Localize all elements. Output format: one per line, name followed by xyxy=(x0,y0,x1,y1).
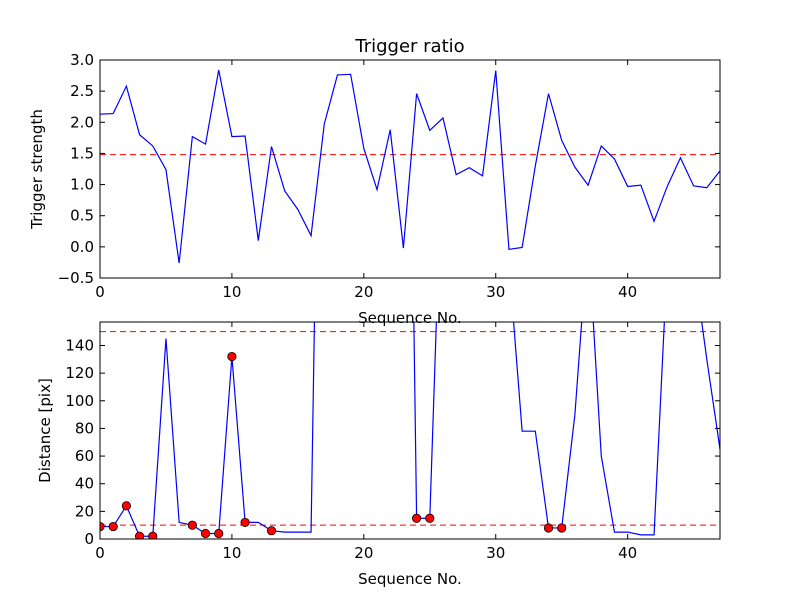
x-tick-label: 40 xyxy=(618,544,637,562)
data-point-marker xyxy=(240,517,250,528)
trigger-ratio-plot: Trigger ratio 0 10 20 30 40 −0.5 0.0 0.5 1.0 1.5 2… xyxy=(28,36,721,327)
x-tick-label: 40 xyxy=(618,283,637,301)
x-tick-label: 0 xyxy=(95,544,105,562)
y-tick-label: 0.5 xyxy=(70,207,94,225)
data-point-marker xyxy=(200,528,211,539)
distance-y-axis-label: Distance [pix] xyxy=(36,378,54,483)
x-tick-label: 0 xyxy=(95,283,105,301)
y-tick-label: 1.5 xyxy=(70,144,94,162)
data-point-marker xyxy=(557,523,567,533)
trigger-x-axis-label: Sequence No. xyxy=(358,309,462,327)
chart-title: Trigger ratio xyxy=(354,36,464,57)
y-tick-label: 0.0 xyxy=(70,238,94,256)
trigger-plot-frame xyxy=(99,59,721,279)
x-tick-label: 20 xyxy=(354,544,373,562)
y-tick-label: 2.0 xyxy=(70,113,94,131)
x-tick-label: 10 xyxy=(222,544,241,562)
distance-series-layer xyxy=(100,322,720,539)
data-point-marker xyxy=(148,531,158,539)
trigger-series-layer xyxy=(100,69,720,264)
series-line xyxy=(100,322,720,537)
y-tick-label: 2.5 xyxy=(70,82,94,100)
distance-plot-frame xyxy=(99,321,721,540)
distance-x-axis-label: Sequence No. xyxy=(358,570,462,588)
data-point-marker xyxy=(108,521,118,532)
y-tick-label: 140 xyxy=(65,336,94,354)
x-tick-label: 20 xyxy=(354,283,373,301)
data-point-marker xyxy=(227,351,237,362)
y-tick-label: −0.5 xyxy=(58,269,94,287)
series-line xyxy=(100,69,720,264)
y-tick-label: 60 xyxy=(75,447,94,465)
trigger-y-axis-label: Trigger strength xyxy=(28,109,46,230)
data-point-marker xyxy=(411,513,422,523)
data-point-marker xyxy=(266,526,277,536)
y-tick-label: 40 xyxy=(75,475,94,493)
x-tick-label: 30 xyxy=(486,283,505,301)
y-tick-label: 100 xyxy=(65,392,94,410)
y-tick-label: 120 xyxy=(65,364,94,382)
data-point-marker xyxy=(543,523,554,533)
distance-plot: 0 10 20 30 40 0 20 40 60 80 100 120 140 Sequence No.… xyxy=(36,321,721,588)
data-point-marker xyxy=(121,501,131,511)
x-tick-label: 30 xyxy=(486,544,505,562)
y-tick-label: 20 xyxy=(75,502,94,520)
y-tick-label: 1.0 xyxy=(70,176,94,194)
x-tick-label: 10 xyxy=(222,283,241,301)
y-tick-label: 0 xyxy=(84,530,94,548)
y-tick-label: 3.0 xyxy=(70,51,94,69)
y-tick-label: 80 xyxy=(75,419,94,437)
data-point-marker xyxy=(187,520,197,530)
data-point-marker xyxy=(425,513,435,523)
trigger-axis-ticks: 0 10 20 30 40 −0.5 0.0 0.5 1.0 1.5 2.0 2.5 3.0 xyxy=(58,51,720,301)
data-point-marker xyxy=(134,531,145,539)
data-point-marker xyxy=(214,528,224,539)
distance-axis-ticks: 0 10 20 30 40 0 20 40 60 80 100 120 140 xyxy=(65,322,720,562)
